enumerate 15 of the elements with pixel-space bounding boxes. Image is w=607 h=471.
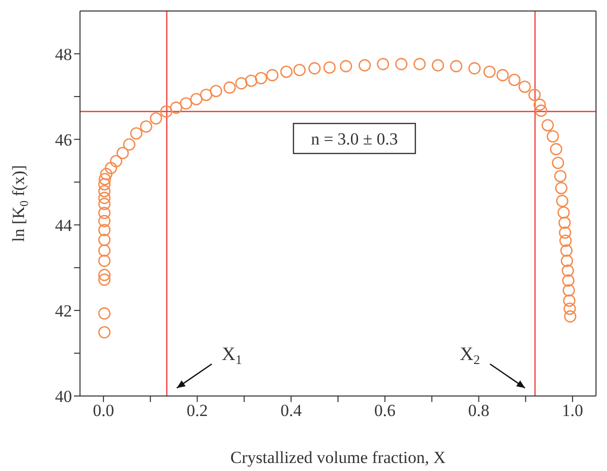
annotation: X$_{1}$	[222, 344, 242, 367]
x-tick-label: 0.6	[374, 401, 396, 420]
x-axis-title: Crystallized volume fraction, X	[230, 448, 446, 467]
annotation: X$_{2}$	[460, 344, 480, 367]
y-tick-label: 42	[55, 301, 72, 320]
x-tick-label: 0.2	[186, 401, 208, 420]
x-tick-label: 0.0	[92, 401, 114, 420]
x-tick-label: 0.4	[280, 401, 302, 420]
y-tick-label: 46	[55, 130, 72, 150]
y-tick-label: 44	[55, 216, 72, 235]
y-tick-label: 40	[55, 387, 72, 406]
x-tick-label: 1.0	[562, 401, 584, 420]
x-tick-label: 0.8	[468, 401, 490, 420]
y-tick-label: 48	[55, 44, 72, 64]
annotation: n = 3.0 ± 0.3	[310, 129, 398, 148]
